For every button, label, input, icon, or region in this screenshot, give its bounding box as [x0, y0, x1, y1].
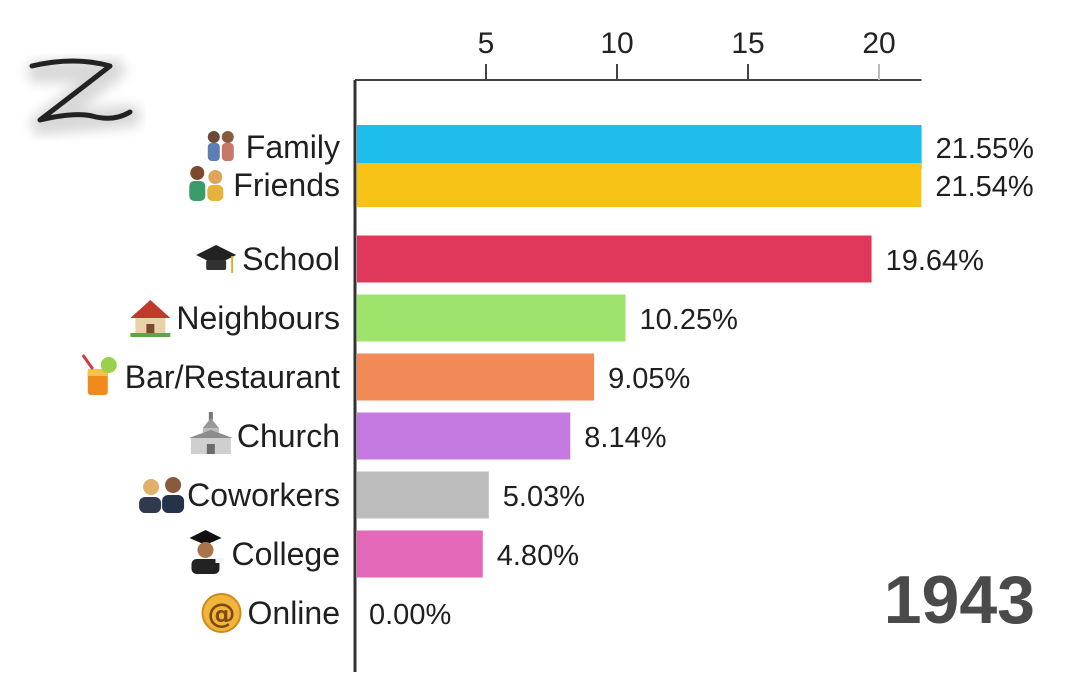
value-label: 0.00%	[369, 599, 451, 631]
family-icon	[207, 131, 234, 161]
category-label: Church	[237, 418, 340, 454]
friends-icon	[189, 166, 224, 201]
bar-school	[357, 235, 872, 283]
at-sign-icon: @	[201, 593, 242, 633]
value-label: 19.64%	[886, 245, 984, 277]
bar-bar-restaurant	[357, 353, 595, 401]
category-label: Coworkers	[187, 477, 340, 513]
category-label: School	[242, 241, 340, 277]
bars	[357, 125, 922, 578]
bar-coworkers	[357, 471, 489, 519]
category-label: College	[231, 536, 340, 572]
cocktail-icon	[81, 354, 117, 395]
category-label: Friends	[233, 167, 340, 203]
x-tick-label: 5	[478, 27, 495, 60]
value-label: 21.55%	[936, 133, 1034, 165]
x-tick-label: 10	[600, 27, 633, 60]
bar-family	[357, 125, 922, 169]
category-label: Neighbours	[176, 300, 340, 336]
svg-text:@: @	[208, 597, 236, 630]
graduate-icon	[189, 530, 224, 574]
value-label: 9.05%	[608, 363, 690, 395]
bar-college	[357, 530, 483, 578]
value-label: 8.14%	[584, 422, 666, 454]
value-label: 10.25%	[640, 304, 738, 336]
value-label: 4.80%	[497, 540, 579, 572]
category-label: Bar/Restaurant	[125, 359, 340, 395]
x-axis: 5 10 15 20	[353, 27, 922, 672]
x-tick-label: 15	[731, 27, 764, 60]
z-logo	[27, 58, 141, 135]
bar-neighbours	[357, 294, 626, 342]
value-label: 5.03%	[503, 481, 585, 513]
year-label: 1943	[884, 562, 1035, 638]
house-icon	[130, 300, 171, 337]
value-label: 21.54%	[935, 171, 1033, 203]
value-labels: 21.55% 21.54% 19.64% 10.25% 9.05% 8.14% 5.03% 4…	[369, 133, 1034, 631]
coworkers-icon	[139, 477, 185, 513]
bar-friends	[357, 163, 922, 207]
bar-church	[357, 412, 571, 460]
category-label: Online	[248, 595, 341, 631]
category-label: Family	[246, 129, 340, 165]
church-icon	[188, 412, 233, 454]
x-tick-label: 20	[862, 27, 895, 60]
graduation-cap-icon	[196, 245, 237, 273]
